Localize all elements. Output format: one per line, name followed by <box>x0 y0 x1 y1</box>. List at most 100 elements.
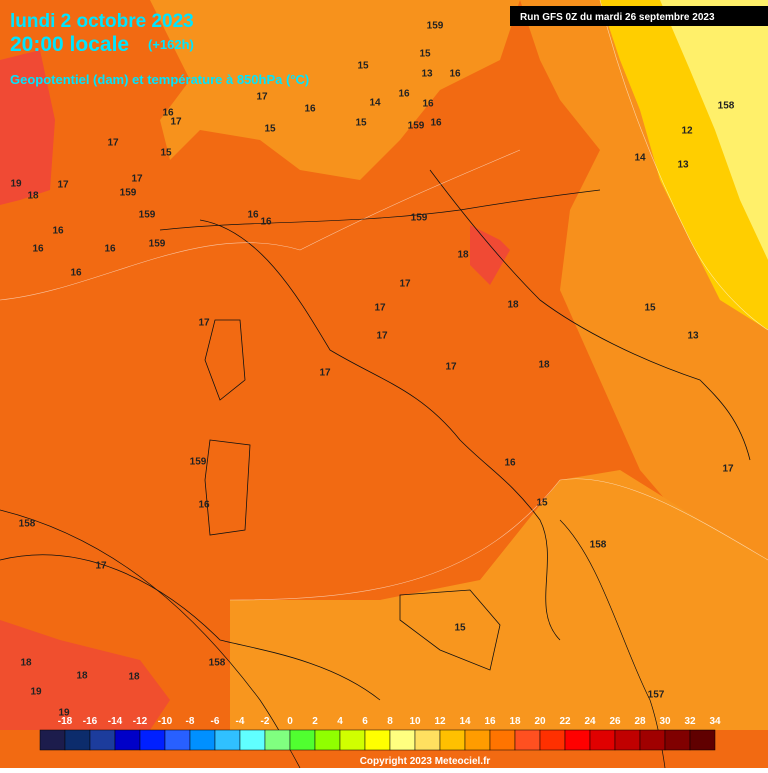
contour-label: 159 <box>411 213 428 224</box>
geopotential-line <box>159 189 601 231</box>
contour-label: 16 <box>260 217 272 228</box>
legend-tick-label: -18 <box>58 716 73 727</box>
coastline <box>429 169 751 461</box>
sardinia <box>204 439 251 536</box>
legend-tick-label: -12 <box>133 716 148 727</box>
contour-label: 158 <box>209 658 226 669</box>
contour-label: 17 <box>170 117 182 128</box>
legend-tick-label: 4 <box>337 716 343 727</box>
contour-label: 18 <box>507 300 519 311</box>
contour-label: 158 <box>590 540 607 551</box>
legend-swatch <box>39 729 66 751</box>
legend-swatch <box>139 729 166 751</box>
contour-label: 15 <box>419 49 431 60</box>
legend-swatch <box>639 729 666 751</box>
isotherm <box>599 0 768 331</box>
coastline <box>0 554 381 701</box>
warm-zone <box>0 50 55 205</box>
contour-label: 13 <box>421 69 433 80</box>
contour-label: 19 <box>30 687 42 698</box>
contour-label: 17 <box>445 362 457 373</box>
contour-label: 16 <box>422 99 434 110</box>
legend-swatch <box>64 729 91 751</box>
contour-label: 17 <box>131 174 143 185</box>
contour-label: 16 <box>504 458 516 469</box>
contour-label: 15 <box>264 124 276 135</box>
contour-label: 12 <box>681 126 693 137</box>
legend-swatch <box>114 729 141 751</box>
contour-label: 16 <box>198 500 210 511</box>
contour-label: 16 <box>70 268 82 279</box>
contour-label: 14 <box>369 98 381 109</box>
legend-tick-label: 28 <box>634 716 646 727</box>
legend-tick-label: 6 <box>362 716 368 727</box>
legend-swatch <box>439 729 466 751</box>
warm-zone <box>0 620 170 730</box>
legend-tick-label: 34 <box>709 716 721 727</box>
run-info: Run GFS 0Z du mardi 26 septembre 2023 <box>520 12 715 23</box>
legend-tick-label: -2 <box>261 716 270 727</box>
contour-label: 15 <box>454 623 466 634</box>
legend-swatch <box>339 729 366 751</box>
contour-label: 158 <box>718 101 735 112</box>
contour-label: 159 <box>139 210 156 221</box>
contour-label: 159 <box>427 21 444 32</box>
legend-swatch <box>489 729 516 751</box>
contour-label: 17 <box>319 368 331 379</box>
legend-swatch <box>364 729 391 751</box>
contour-label: 14 <box>634 153 646 164</box>
contour-label: 16 <box>32 244 44 255</box>
contour-label: 158 <box>19 519 36 530</box>
corsica <box>204 319 246 401</box>
legend-tick-label: -4 <box>236 716 245 727</box>
contour-label: 17 <box>198 318 210 329</box>
legend-swatch <box>289 729 316 751</box>
legend-swatch <box>514 729 541 751</box>
legend-tick-label: 14 <box>459 716 471 727</box>
legend-swatch <box>564 729 591 751</box>
legend-tick-label: 26 <box>609 716 621 727</box>
legend-tick-label: 30 <box>659 716 671 727</box>
contour-label: 17 <box>376 331 388 342</box>
lead-time: (+162h) <box>148 37 194 52</box>
legend-tick-label: -14 <box>108 716 123 727</box>
contour-label: 13 <box>687 331 699 342</box>
contour-label: 16 <box>247 210 259 221</box>
contour-label: 17 <box>57 180 69 191</box>
contour-label: 13 <box>677 160 689 171</box>
legend-tick-label: 2 <box>312 716 318 727</box>
legend-swatch <box>614 729 641 751</box>
legend-tick-label: -8 <box>186 716 195 727</box>
legend-swatch <box>414 729 441 751</box>
legend-swatch <box>389 729 416 751</box>
copyright: Copyright 2023 Meteociel.fr <box>360 756 491 767</box>
legend-tick-label: 10 <box>409 716 421 727</box>
contour-label: 18 <box>538 360 550 371</box>
contour-label: 16 <box>449 69 461 80</box>
date: lundi 2 octobre 2023 <box>10 11 194 32</box>
contour-label: 18 <box>457 250 469 261</box>
contour-label: 15 <box>355 118 367 129</box>
contour-label: 15 <box>536 498 548 509</box>
legend-swatch <box>664 729 691 751</box>
legend-tick-label: 16 <box>484 716 496 727</box>
warm-zone <box>470 225 510 285</box>
contour-label: 17 <box>374 303 386 314</box>
contour-label: 15 <box>357 61 369 72</box>
legend-swatch <box>239 729 266 751</box>
contour-label: 16 <box>104 244 116 255</box>
contour-label: 17 <box>107 138 119 149</box>
contour-label: 15 <box>160 148 172 159</box>
contour-label: 18 <box>27 191 39 202</box>
legend-tick-label: 24 <box>584 716 596 727</box>
legend-tick-label: 22 <box>559 716 571 727</box>
contour-label: 16 <box>430 118 442 129</box>
contour-label: 16 <box>398 89 410 100</box>
legend-swatch <box>539 729 566 751</box>
contour-label: 19 <box>58 708 70 719</box>
geopotential-line <box>559 519 666 769</box>
color-legend: -18 -16 -14 -12 -10 -8 -6 -4 -2 0 2 4 6 8 10 12 14 16 18 20… <box>39 716 721 751</box>
contour-label: 159 <box>190 457 207 468</box>
